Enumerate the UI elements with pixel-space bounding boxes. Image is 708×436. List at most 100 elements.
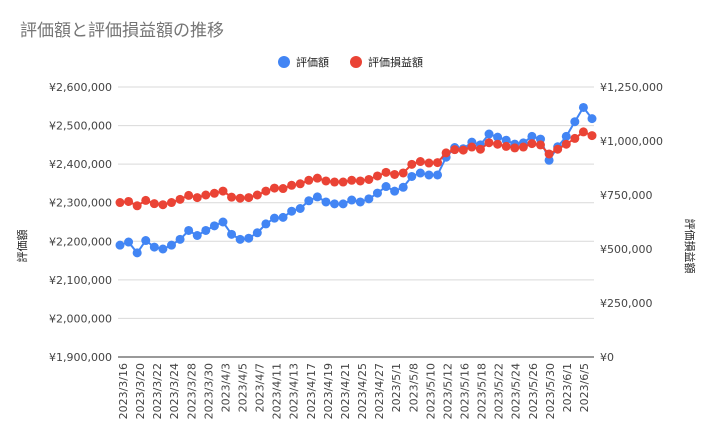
right-axis-ticks: ¥0 ¥250,000 ¥500,000 ¥750,000 ¥1,000,000 ¥1,2… xyxy=(600,81,663,364)
data-point-series-0 xyxy=(132,248,142,258)
data-point-series-1 xyxy=(561,139,571,149)
data-point-series-0 xyxy=(218,217,228,227)
data-point-series-1 xyxy=(321,176,331,186)
x-tick-label: 2023/5/18 xyxy=(476,363,489,419)
data-point-series-1 xyxy=(330,177,340,187)
data-point-series-0 xyxy=(484,129,494,139)
gridlines xyxy=(118,86,594,358)
x-tick-label: 2023/4/17 xyxy=(305,363,318,419)
x-tick-label: 2023/4/11 xyxy=(271,363,284,419)
x-tick-label: 2023/5/16 xyxy=(458,363,471,419)
x-tick-label: 2023/4/21 xyxy=(339,363,352,419)
data-point-series-1 xyxy=(355,176,365,186)
x-tick-label: 2023/5/24 xyxy=(510,363,523,419)
data-point-series-0 xyxy=(295,204,305,213)
data-point-series-0 xyxy=(235,234,245,244)
data-point-series-1 xyxy=(218,186,228,196)
data-point-series-1 xyxy=(184,190,194,200)
left-tick-label: ¥2,200,000 xyxy=(49,235,112,248)
data-point-series-1 xyxy=(493,139,503,149)
data-point-series-0 xyxy=(184,225,194,235)
data-point-series-1 xyxy=(398,168,408,178)
x-tick-label: 2023/5/12 xyxy=(441,363,454,419)
data-point-series-0 xyxy=(252,228,262,238)
data-point-series-0 xyxy=(141,236,151,246)
data-point-series-0 xyxy=(398,182,408,192)
data-point-series-1 xyxy=(467,142,477,152)
x-tick-label: 2023/6/1 xyxy=(561,363,574,412)
data-point-series-1 xyxy=(553,144,563,154)
data-point-series-1 xyxy=(536,140,546,150)
data-point-series-0 xyxy=(364,194,374,204)
x-tick-label: 2023/4/27 xyxy=(373,363,386,419)
data-point-series-1 xyxy=(424,158,434,168)
data-point-series-1 xyxy=(510,143,520,153)
data-point-series-1 xyxy=(518,142,528,152)
data-point-series-1 xyxy=(372,171,382,181)
data-point-series-0 xyxy=(544,155,554,165)
data-point-series-0 xyxy=(209,221,219,231)
data-point-series-0 xyxy=(115,240,125,250)
data-point-series-0 xyxy=(201,225,211,235)
data-point-series-1 xyxy=(527,139,537,149)
left-tick-label: ¥2,000,000 xyxy=(49,312,112,325)
x-tick-label: 2023/5/26 xyxy=(527,363,540,419)
data-point-series-0 xyxy=(287,206,297,216)
data-point-series-0 xyxy=(261,219,271,229)
left-tick-label: ¥2,100,000 xyxy=(49,274,112,287)
x-tick-label: 2023/4/13 xyxy=(288,363,301,419)
data-point-series-1 xyxy=(141,195,151,205)
data-point-series-1 xyxy=(475,144,485,154)
x-tick-label: 2023/4/19 xyxy=(322,363,335,419)
data-point-series-1 xyxy=(295,179,305,189)
data-point-series-1 xyxy=(287,180,297,190)
right-tick-label: ¥250,000 xyxy=(600,297,653,310)
data-point-series-0 xyxy=(330,199,340,209)
data-point-series-0 xyxy=(347,195,357,205)
data-point-series-0 xyxy=(166,240,176,250)
data-point-series-1 xyxy=(441,148,451,158)
data-point-series-0 xyxy=(372,188,382,198)
data-point-series-1 xyxy=(501,141,511,151)
data-point-series-1 xyxy=(201,190,211,200)
data-point-series-1 xyxy=(158,200,168,210)
x-tick-label: 2023/4/3 xyxy=(219,363,232,412)
data-point-series-1 xyxy=(450,145,460,155)
data-point-series-1 xyxy=(209,188,219,198)
data-point-series-0 xyxy=(501,135,511,145)
data-point-series-1 xyxy=(381,167,391,177)
data-point-series-0 xyxy=(158,244,168,254)
data-point-series-0 xyxy=(381,182,391,192)
x-tick-label: 2023/3/24 xyxy=(168,363,181,419)
x-tick-label: 2023/5/30 xyxy=(544,363,557,419)
data-point-series-0 xyxy=(415,168,425,178)
chart-title: 評価額と評価損益額の推移 xyxy=(20,21,224,41)
x-tick-label: 2023/3/20 xyxy=(134,363,147,419)
data-point-series-0 xyxy=(433,170,443,180)
left-axis-title: 評価額 xyxy=(15,230,29,263)
left-tick-label: ¥2,500,000 xyxy=(49,120,112,133)
x-tick-label: 2023/5/8 xyxy=(407,363,420,412)
data-point-series-1 xyxy=(124,196,134,206)
data-point-series-1 xyxy=(458,145,468,155)
data-point-series-1 xyxy=(433,158,443,168)
data-point-series-1 xyxy=(227,192,237,202)
left-tick-label: ¥2,600,000 xyxy=(49,81,112,94)
data-point-series-0 xyxy=(338,199,348,209)
data-point-series-1 xyxy=(192,193,202,203)
data-point-series-1 xyxy=(364,174,374,184)
x-tick-label: 2023/5/10 xyxy=(424,363,437,419)
x-tick-label: 2023/4/7 xyxy=(254,363,267,412)
legend-label-series-0: 評価額 xyxy=(296,55,329,69)
data-point-series-1 xyxy=(269,183,279,193)
left-tick-label: ¥2,400,000 xyxy=(49,158,112,171)
data-point-series-1 xyxy=(278,184,288,194)
data-point-series-0 xyxy=(570,117,580,127)
data-point-series-0 xyxy=(192,231,202,240)
data-point-series-0 xyxy=(355,197,365,207)
right-tick-label: ¥500,000 xyxy=(600,243,653,256)
data-point-series-1 xyxy=(132,201,142,211)
data-point-series-1 xyxy=(544,149,554,159)
data-point-series-1 xyxy=(252,190,262,200)
data-point-series-0 xyxy=(390,186,400,196)
